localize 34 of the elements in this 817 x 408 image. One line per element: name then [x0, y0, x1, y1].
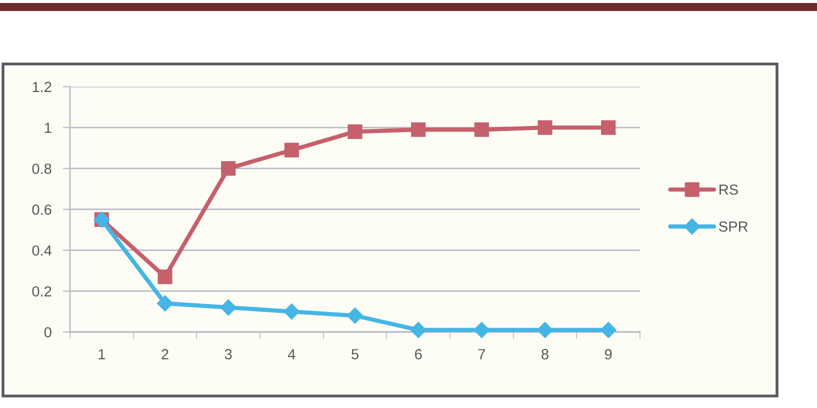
point	[536, 322, 554, 338]
y-tick-label: 1.2	[32, 82, 52, 92]
point	[474, 322, 490, 338]
x-tick-label: 3	[224, 349, 232, 360]
y-tick-label: 0.6	[32, 204, 52, 215]
point	[284, 142, 299, 158]
x-tick-label: 2	[162, 349, 168, 360]
legend-label: RS	[720, 184, 738, 195]
point	[600, 322, 616, 338]
y-tick-label: 0.8	[32, 164, 52, 174]
legend-label: SPR	[719, 221, 748, 232]
x-tick-label: 1	[98, 349, 106, 360]
point	[348, 124, 362, 139]
x-tick-label: 7	[478, 349, 485, 360]
y-tick-label: 1	[44, 122, 52, 133]
point	[538, 120, 552, 135]
point	[158, 270, 172, 284]
x-tick-label: 6	[415, 349, 422, 360]
x-tick-label: 9	[604, 349, 612, 360]
point	[601, 120, 616, 135]
y-tick-label: 0.2	[32, 286, 52, 297]
point	[411, 122, 426, 137]
x-tick-label: 8	[542, 349, 548, 360]
x-tick-label: 4	[288, 349, 296, 360]
point	[410, 322, 426, 338]
point	[156, 295, 174, 312]
point	[284, 304, 300, 320]
point	[346, 308, 364, 324]
y-tick-label: 0	[44, 327, 52, 338]
x-tick-label: 5	[352, 349, 358, 360]
y-tick-label: 0.4	[32, 245, 52, 256]
point	[474, 122, 489, 137]
point	[221, 161, 236, 176]
point	[220, 299, 236, 316]
